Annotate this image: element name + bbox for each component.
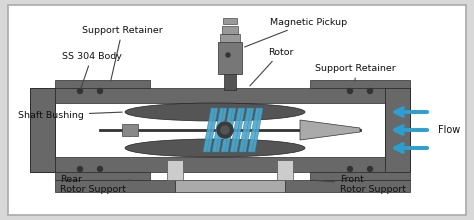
Polygon shape xyxy=(30,88,55,172)
Ellipse shape xyxy=(125,139,305,157)
Text: Rotor: Rotor xyxy=(250,48,293,86)
Polygon shape xyxy=(55,180,175,192)
Text: SS 304 Body: SS 304 Body xyxy=(62,51,122,88)
FancyBboxPatch shape xyxy=(223,18,237,24)
Circle shape xyxy=(221,126,229,134)
FancyBboxPatch shape xyxy=(222,26,238,34)
Ellipse shape xyxy=(125,103,305,121)
Polygon shape xyxy=(285,180,410,192)
FancyBboxPatch shape xyxy=(8,5,466,215)
Polygon shape xyxy=(385,88,410,172)
Circle shape xyxy=(226,53,230,57)
FancyBboxPatch shape xyxy=(220,34,240,42)
Polygon shape xyxy=(203,108,218,152)
Polygon shape xyxy=(310,80,410,88)
Text: Front
Rotor Support: Front Rotor Support xyxy=(313,175,406,194)
FancyBboxPatch shape xyxy=(224,72,236,90)
Polygon shape xyxy=(55,172,150,180)
FancyBboxPatch shape xyxy=(277,160,293,180)
Polygon shape xyxy=(221,108,236,152)
Circle shape xyxy=(367,88,373,94)
Circle shape xyxy=(98,88,102,94)
FancyBboxPatch shape xyxy=(55,103,385,157)
Text: Support Retainer: Support Retainer xyxy=(82,26,163,81)
Polygon shape xyxy=(212,108,227,152)
Circle shape xyxy=(78,88,82,94)
Polygon shape xyxy=(175,180,285,192)
Circle shape xyxy=(217,122,233,138)
Polygon shape xyxy=(55,157,385,172)
Circle shape xyxy=(98,167,102,172)
Polygon shape xyxy=(300,120,360,140)
Polygon shape xyxy=(239,108,254,152)
FancyBboxPatch shape xyxy=(122,124,138,136)
Text: Rear
Rotor Support: Rear Rotor Support xyxy=(60,175,130,194)
FancyBboxPatch shape xyxy=(167,160,183,180)
Polygon shape xyxy=(55,88,385,103)
Text: Support Retainer: Support Retainer xyxy=(315,64,396,81)
Polygon shape xyxy=(230,108,245,152)
Circle shape xyxy=(347,88,353,94)
Circle shape xyxy=(367,167,373,172)
Text: Flow: Flow xyxy=(438,125,460,135)
Text: Shaft Bushing: Shaft Bushing xyxy=(18,110,122,119)
Polygon shape xyxy=(55,80,150,88)
Polygon shape xyxy=(248,108,263,152)
Text: Magnetic Pickup: Magnetic Pickup xyxy=(245,18,347,47)
Polygon shape xyxy=(310,172,410,180)
FancyBboxPatch shape xyxy=(218,42,242,74)
Circle shape xyxy=(347,167,353,172)
Circle shape xyxy=(78,167,82,172)
